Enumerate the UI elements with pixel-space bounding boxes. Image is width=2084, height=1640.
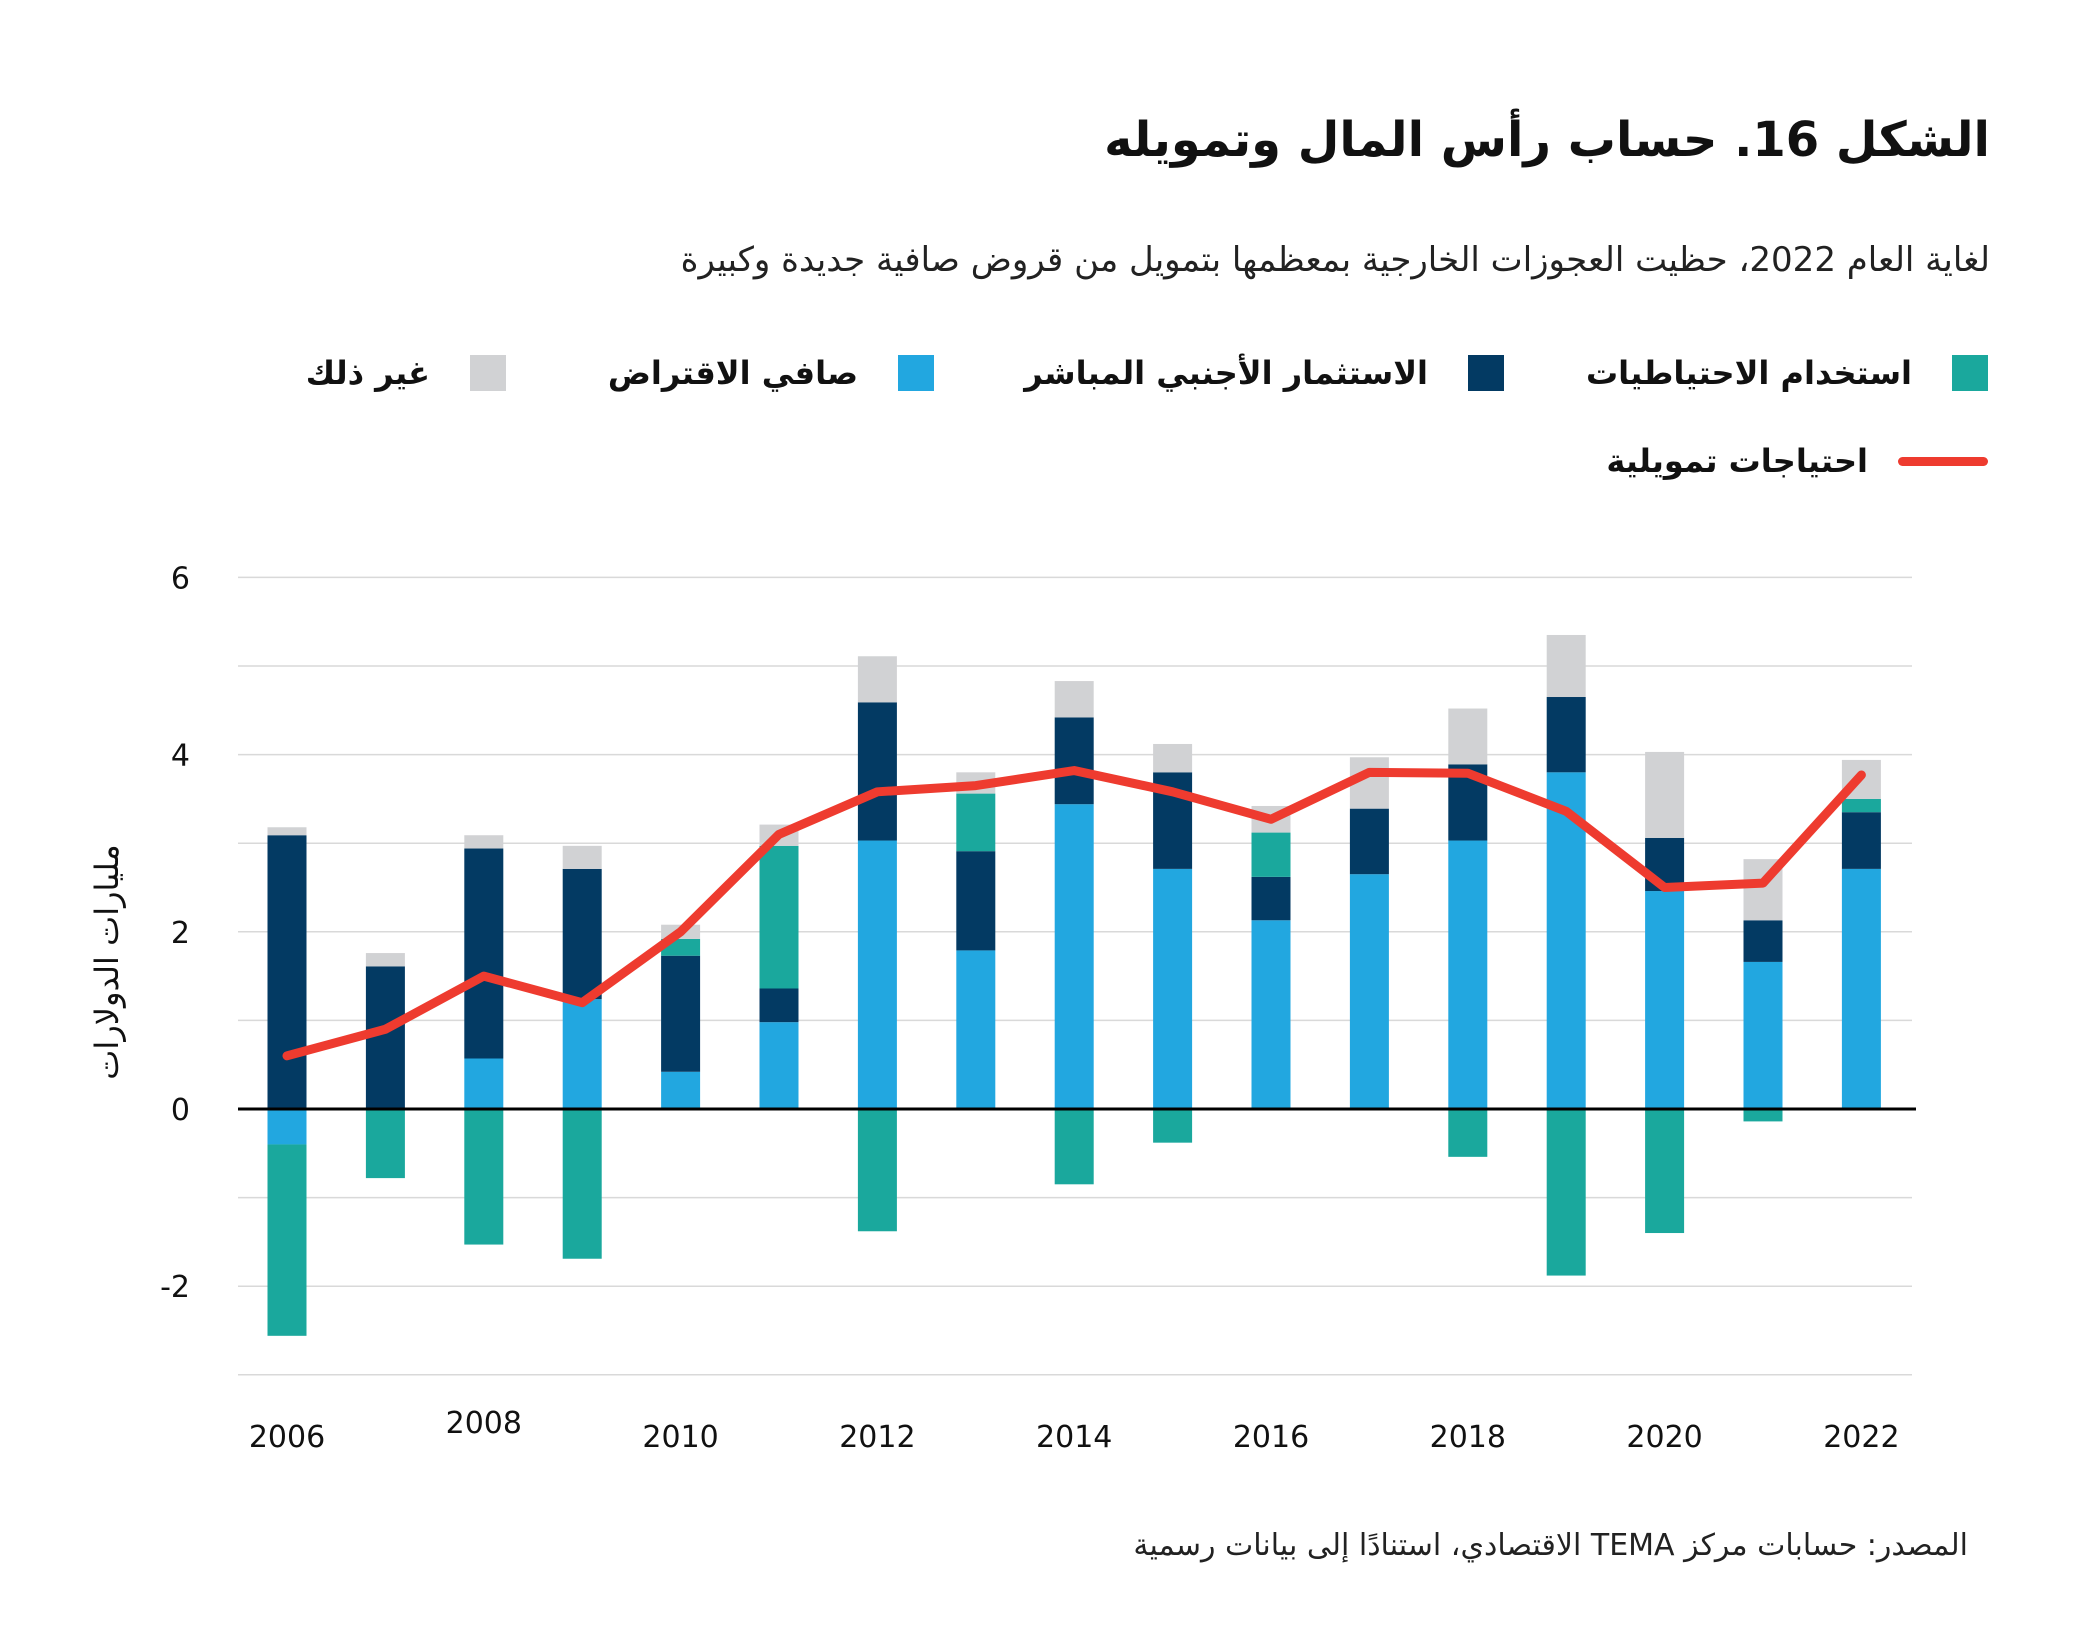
bar-borrowing-2017 [1349, 874, 1389, 1109]
legend-swatch-reserves [1952, 355, 1988, 391]
bar-fdi-2019 [1546, 697, 1586, 773]
bar-other-2015 [1153, 743, 1193, 773]
x-tick-label: 2018 [1430, 1420, 1506, 1455]
bar-borrowing-2014 [1054, 804, 1094, 1109]
bar-other-2008 [464, 835, 504, 849]
bar-reserves-2009 [562, 1109, 602, 1259]
bar-reserves-2020 [1645, 1109, 1685, 1234]
line-financing-needs [282, 766, 1866, 1061]
bar-reserves-2015 [1153, 1109, 1193, 1143]
legend-item-other: غير ذلك [306, 354, 506, 392]
bar-borrowing-2008 [464, 1058, 504, 1109]
legend-swatch-fdi [1468, 355, 1504, 391]
bar-other-2018 [1448, 708, 1488, 765]
bar-other-2007 [365, 953, 405, 967]
x-tick-label: 2022 [1823, 1420, 1899, 1455]
x-tick-label: 2012 [839, 1420, 915, 1455]
y-tick-label: 0 [171, 1093, 190, 1128]
legend-swatch-borrowing [898, 355, 934, 391]
bar-borrowing-2016 [1251, 920, 1291, 1109]
bar-other-2020 [1645, 751, 1685, 838]
bar-fdi-2009 [562, 868, 602, 1000]
bar-fdi-2006 [267, 835, 307, 1109]
bar-other-2019 [1546, 634, 1586, 698]
y-tick-label: 6 [171, 561, 190, 596]
source-note: المصدر: حسابات مركز TEMA الاقتصادي، استن… [1133, 1528, 1968, 1563]
bar-fdi-2010 [661, 955, 701, 1072]
bar-other-2006 [267, 827, 307, 836]
bar-borrowing-2009 [562, 999, 602, 1109]
bar-reserves-2014 [1054, 1109, 1094, 1185]
bar-other-2012 [857, 656, 897, 703]
bar-borrowing-2013 [956, 950, 996, 1109]
bar-borrowing-2020 [1645, 891, 1685, 1109]
bar-fdi-2017 [1349, 808, 1389, 875]
x-tick-label: 2016 [1233, 1420, 1309, 1455]
bar-reserves-2012 [857, 1109, 897, 1232]
bar-fdi-2016 [1251, 876, 1291, 921]
bar-borrowing-2022 [1841, 868, 1881, 1109]
bar-borrowing-2021 [1743, 961, 1783, 1109]
bar-reserves-2006 [267, 1144, 307, 1336]
legend-swatch-line [1898, 456, 1988, 466]
legend-item-reserves: استخدام الاحتياطيات [1586, 354, 1988, 392]
x-tick-label: 2010 [642, 1420, 718, 1455]
y-tick-label: 2 [171, 916, 190, 951]
bar-fdi-2021 [1743, 920, 1783, 962]
legend-label: احتياجات تمويلية [1606, 442, 1868, 480]
bar-reserves-2016 [1251, 832, 1291, 877]
legend-label: الاستثمار الأجنبي المباشر [1024, 354, 1428, 392]
bar-fdi-2007 [365, 966, 405, 1109]
bar-reserves-2011 [759, 845, 799, 989]
bar-borrowing-2012 [857, 840, 897, 1109]
bar-reserves-2021 [1743, 1109, 1783, 1122]
legend-swatch-other [470, 355, 506, 391]
x-tick-label: 2006 [249, 1420, 325, 1455]
bar-reserves-2018 [1448, 1109, 1488, 1157]
bar-borrowing-2018 [1448, 840, 1488, 1109]
bar-borrowing-2015 [1153, 868, 1193, 1109]
bar-fdi-2014 [1054, 717, 1094, 805]
x-tick-label: 2020 [1626, 1420, 1702, 1455]
legend-item-borrowing: صافي الاقتراض [608, 354, 934, 392]
legend-label: استخدام الاحتياطيات [1586, 354, 1912, 392]
bar-fdi-2012 [857, 702, 897, 841]
bar-fdi-2022 [1841, 812, 1881, 869]
bar-borrowing-2010 [661, 1071, 701, 1109]
bar-fdi-2011 [759, 988, 799, 1023]
chart-title: الشكل 16. حساب رأس المال وتمويله [1104, 112, 1990, 168]
bar-borrowing-2011 [759, 1022, 799, 1109]
x-tick-label: 2008 [446, 1406, 522, 1441]
bar-reserves-2013 [956, 793, 996, 852]
bar-borrowing-2019 [1546, 772, 1586, 1109]
y-tick-label: 4 [171, 739, 190, 774]
bar-reserves-2022 [1841, 798, 1881, 813]
bar-reserves-2008 [464, 1109, 504, 1245]
bar-reserves-2007 [365, 1109, 405, 1179]
bar-fdi-2008 [464, 848, 504, 1059]
bar-borrowing-2006 [267, 1109, 307, 1145]
legend-item-fdi: الاستثمار الأجنبي المباشر [1024, 354, 1504, 392]
y-tick-label: -2 [160, 1270, 190, 1305]
bar-reserves-2019 [1546, 1109, 1586, 1276]
legend-item-financing-needs: احتياجات تمويلية [1606, 442, 1988, 480]
x-tick-label: 2014 [1036, 1420, 1112, 1455]
legend-label: صافي الاقتراض [607, 354, 858, 392]
bar-other-2014 [1054, 681, 1094, 718]
legend-label: غير ذلك [305, 354, 430, 392]
bar-other-2009 [562, 845, 602, 869]
chart-subtitle: لغاية العام 2022، حظيت العجوزات الخارجية… [680, 240, 1990, 280]
bar-fdi-2013 [956, 851, 996, 951]
